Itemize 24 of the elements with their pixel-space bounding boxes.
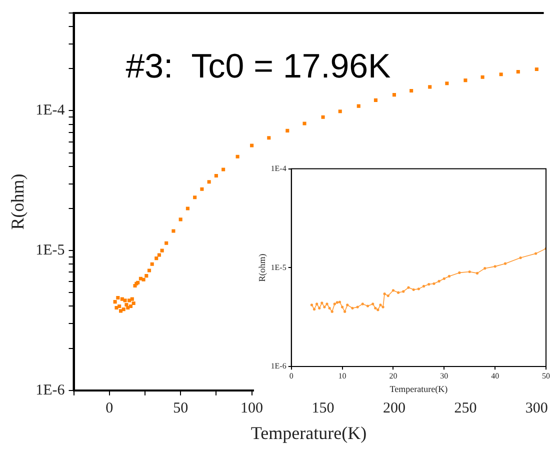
y-tick-label: 1E-6 [36,382,66,398]
x-tick-label: 200 [382,400,406,416]
annotation: #3: Tc0 = 17.96K [126,47,392,86]
y-tick-label: 1E-4 [36,102,66,119]
x-tick-label: 50 [542,371,550,380]
x-tick-label: 0 [106,400,114,416]
y-axis-title: R(ohm) [256,254,267,282]
y-tick-label: 1E-6 [270,362,286,371]
x-tick-label: 30 [440,371,448,380]
x-tick-label: 40 [491,371,500,380]
y-axis-title: R(ohm) [8,174,28,230]
x-tick-label: 100 [240,400,264,416]
x-tick-label: 20 [389,371,398,380]
x-tick-label: 0 [289,371,294,380]
x-tick-label: 250 [454,400,477,416]
y-tick-label: 1E-5 [36,242,65,259]
x-tick-label: 150 [312,400,334,416]
x-tick-label: 50 [173,400,188,416]
x-tick-label: 10 [338,371,346,380]
x-axis-title: Temperature(K) [390,384,448,394]
x-tick-label: 300 [525,400,548,416]
x-axis-title: Temperature(K) [250,422,367,443]
y-tick-label: 1E-4 [270,164,286,173]
y-tick-label: 1E-5 [270,262,286,272]
